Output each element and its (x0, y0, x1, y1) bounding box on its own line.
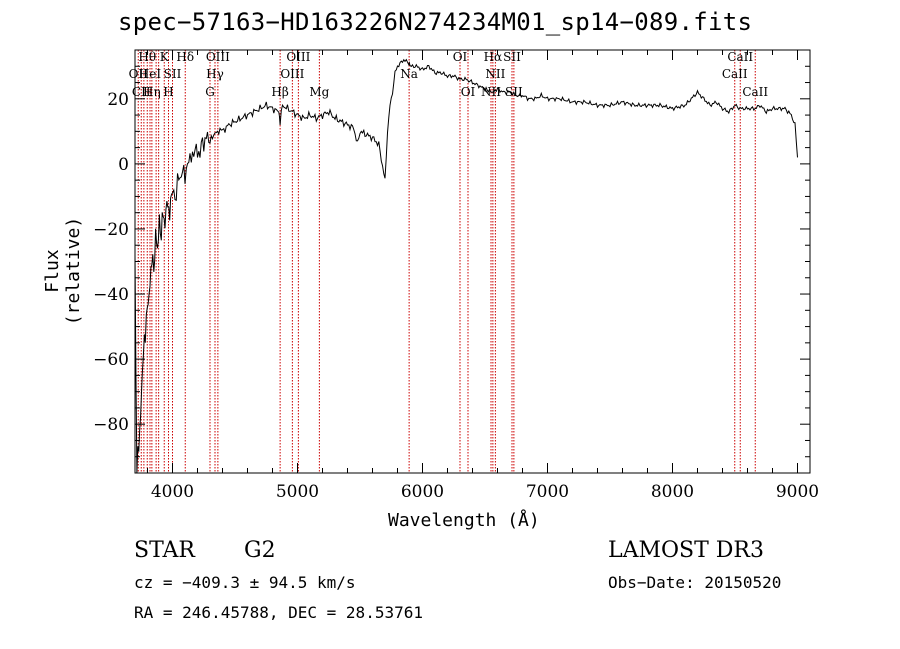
y-tick-label: −60 (93, 350, 129, 370)
line-annotation: Hη (143, 85, 161, 99)
line-annotation: CaII (727, 50, 753, 64)
y-axis-label: Flux (relative) (42, 216, 84, 326)
object-class: STAR (134, 538, 195, 563)
line-annotation: CaII (742, 85, 768, 99)
line-annotation: OIII (286, 50, 310, 64)
line-annotation: CaII (722, 67, 748, 81)
ra-dec-coordinates: RA = 246.45788, DEC = 28.53761 (134, 603, 423, 622)
line-annotation: CII (132, 85, 151, 99)
chart-title: spec−57163−HD163226N274234M01_sp14−089.f… (118, 8, 753, 36)
x-axis-label: Wavelength (Å) (388, 510, 540, 531)
line-annotation: Hθ (138, 50, 156, 64)
survey-name: LAMOST DR3 (608, 538, 764, 563)
y-tick-label: 0 (118, 155, 129, 175)
line-annotation: OIII (206, 50, 230, 64)
line-annotation: H (163, 85, 173, 99)
x-tick-label: 9000 (776, 482, 819, 502)
line-annotation: Hβ (271, 85, 288, 99)
line-annotation: OI (453, 50, 468, 64)
y-axis: −80 −60 −40 −20 0 20 (93, 65, 810, 458)
x-tick-label: 7000 (526, 482, 569, 502)
x-tick-label: 5000 (276, 482, 319, 502)
spectrum-line (134, 58, 798, 474)
line-annotation: SII (164, 67, 182, 81)
line-markers (137, 50, 756, 473)
x-tick-label: 4000 (151, 482, 194, 502)
x-axis: 4000 5000 6000 7000 8000 9000 (147, 50, 819, 502)
line-annotation: NII (485, 67, 505, 81)
y-tick-label: −80 (93, 415, 129, 435)
line-annotation: OI (461, 85, 476, 99)
line-annotation: Na (400, 67, 418, 81)
redshift-velocity: cz = −409.3 ± 94.5 km/s (134, 573, 356, 592)
object-subclass: G2 (244, 538, 276, 563)
line-annotation: G (205, 85, 215, 99)
line-annotation: HeI (139, 67, 162, 81)
line-annotation: Hγ (206, 67, 224, 81)
line-annotation: Hδ (176, 50, 194, 64)
x-tick-label: 8000 (651, 482, 694, 502)
y-tick-label: 20 (107, 90, 129, 110)
line-annotation: Hα (484, 50, 503, 64)
line-annotation: OII (129, 67, 149, 81)
line-annotation: Mg (309, 85, 329, 99)
y-tick-label: −20 (93, 220, 129, 240)
observation-date: Obs−Date: 20150520 (608, 573, 782, 592)
line-annotation: SII (503, 50, 521, 64)
plot-frame (134, 49, 811, 474)
line-annotation: K (160, 50, 170, 64)
x-tick-label: 6000 (401, 482, 444, 502)
line-annotation: OIII (280, 67, 304, 81)
y-tick-label: −40 (93, 285, 129, 305)
